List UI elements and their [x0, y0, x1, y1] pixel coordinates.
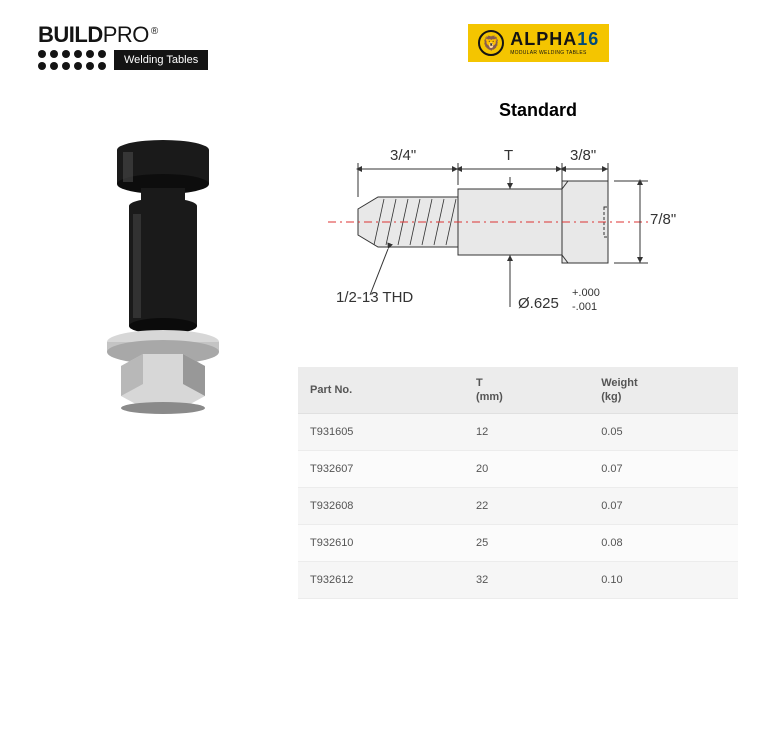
- alpha-lion-icon: 🦁: [478, 30, 504, 56]
- buildpro-logo: BUILDPRO® Welding Tables: [38, 24, 208, 70]
- buildpro-registered: ®: [151, 26, 158, 37]
- buildpro-dots-icon: [38, 50, 106, 70]
- cell-weight: 0.07: [589, 451, 738, 488]
- table-row: T932610250.08: [298, 525, 738, 562]
- cell-weight: 0.05: [589, 414, 738, 451]
- table-row: T931605120.05: [298, 414, 738, 451]
- alpha16-logo: 🦁 ALPHA16 MODULAR WELDING TABLES: [468, 24, 609, 62]
- cell-weight: 0.08: [589, 525, 738, 562]
- alpha-main: ALPHA16: [510, 30, 599, 49]
- col-weight: Weight(kg): [589, 367, 738, 414]
- buildpro-build: BUILD: [38, 22, 103, 47]
- table-row: T932608220.07: [298, 488, 738, 525]
- thread-note: 1/2-13 THD: [336, 289, 413, 306]
- shank-tol-minus: -.001: [572, 301, 597, 313]
- dim-thread-length: 3/4": [390, 147, 416, 164]
- buildpro-pro: PRO: [103, 22, 149, 47]
- cell-t: 22: [464, 488, 589, 525]
- product-photo: [38, 100, 288, 599]
- bolt-illustration: [83, 130, 243, 430]
- dim-t: T: [504, 147, 513, 164]
- table-row: T932607200.07: [298, 451, 738, 488]
- shank-tol-plus: +.000: [572, 287, 600, 299]
- col-t: T(mm): [464, 367, 589, 414]
- cell-t: 32: [464, 562, 589, 599]
- cell-part: T932612: [298, 562, 464, 599]
- dim-head-length: 3/8": [570, 147, 596, 164]
- cell-t: 20: [464, 451, 589, 488]
- cell-weight: 0.07: [589, 488, 738, 525]
- cell-part: T932608: [298, 488, 464, 525]
- table-header-row: Part No. T(mm) Weight(kg): [298, 367, 738, 414]
- table-row: T932612320.10: [298, 562, 738, 599]
- col-part: Part No.: [298, 367, 464, 414]
- engineering-diagram: 3/4" T 3/8" 7/8" 1/2-13 THD Ø.625 +.000 …: [318, 127, 698, 327]
- buildpro-row2: Welding Tables: [38, 50, 208, 70]
- dim-head-dia: 7/8": [650, 211, 676, 228]
- cell-t: 25: [464, 525, 589, 562]
- shank-dia-label: Ø.625: [518, 295, 559, 312]
- cell-part: T932610: [298, 525, 464, 562]
- alpha-subtitle: MODULAR WELDING TABLES: [510, 51, 599, 56]
- buildpro-tagline: Welding Tables: [114, 50, 208, 70]
- cell-part: T931605: [298, 414, 464, 451]
- buildpro-wordmark: BUILDPRO®: [38, 24, 208, 46]
- diagram-title: Standard: [338, 100, 738, 121]
- spec-table: Part No. T(mm) Weight(kg) T931605120.05T…: [298, 367, 738, 599]
- header: BUILDPRO® Welding Tables 🦁 ALPHA16 MODUL…: [38, 24, 738, 70]
- cell-part: T932607: [298, 451, 464, 488]
- cell-weight: 0.10: [589, 562, 738, 599]
- cell-t: 12: [464, 414, 589, 451]
